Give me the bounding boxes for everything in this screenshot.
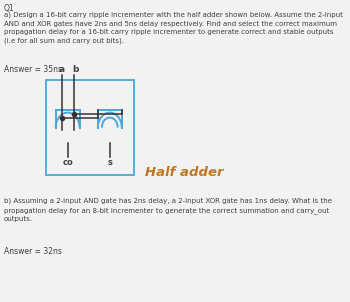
Text: co: co bbox=[62, 158, 73, 167]
Bar bbox=[46, 80, 134, 175]
Text: Half adder: Half adder bbox=[145, 165, 223, 178]
Text: s: s bbox=[107, 158, 112, 167]
Text: Answer = 35ns: Answer = 35ns bbox=[4, 65, 62, 74]
Text: b) Assuming a 2-input AND gate has 2ns delay, a 2-input XOR gate has 1ns delay. : b) Assuming a 2-input AND gate has 2ns d… bbox=[4, 198, 332, 222]
Text: a: a bbox=[58, 65, 64, 74]
Text: Q1: Q1 bbox=[4, 4, 15, 13]
Text: a) Design a 16-bit carry ripple incrementer with the half adder shown below. Ass: a) Design a 16-bit carry ripple incremen… bbox=[4, 12, 343, 44]
Text: b: b bbox=[72, 65, 79, 74]
Text: Answer = 32ns: Answer = 32ns bbox=[4, 247, 62, 256]
